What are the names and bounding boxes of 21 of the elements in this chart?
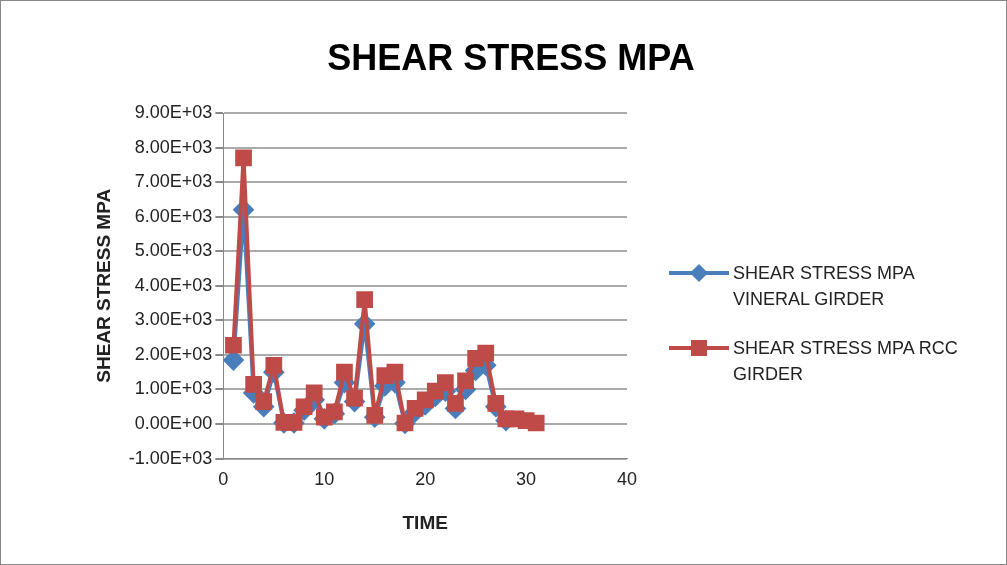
y-tick-label: 1.00E+03 (134, 378, 213, 399)
legend-label: SHEAR STRESS MPA VINERAL GIRDER (733, 262, 916, 311)
x-tick-label: 0 (218, 469, 229, 490)
y-tick-label: -1.00E+03 (128, 447, 213, 468)
x-tick-label: 10 (314, 469, 335, 490)
y-tick-label: 2.00E+03 (134, 343, 213, 364)
x-tick-label: 20 (415, 469, 436, 490)
legend-label: SHEAR STRESS MPA RCC GIRDER (733, 337, 959, 386)
y-tick-label: 9.00E+03 (134, 101, 213, 122)
y-tick-label: 4.00E+03 (134, 274, 213, 295)
y-tick-label: 7.00E+03 (134, 171, 213, 192)
x-tick-label: 30 (516, 469, 537, 490)
y-tick-label: 6.00E+03 (134, 205, 213, 226)
y-tick-label: 0.00E+00 (134, 413, 213, 434)
x-axis-title: TIME (402, 511, 448, 533)
y-tick-label: 8.00E+03 (134, 136, 213, 157)
y-axis-title: SHEAR STRESS MPA (92, 188, 114, 383)
y-tick-label: 5.00E+03 (134, 240, 213, 261)
x-tick-label: 40 (616, 469, 638, 490)
chart-title: SHEAR STRESS MPA (326, 37, 696, 79)
y-tick-label: 3.00E+03 (134, 309, 213, 330)
